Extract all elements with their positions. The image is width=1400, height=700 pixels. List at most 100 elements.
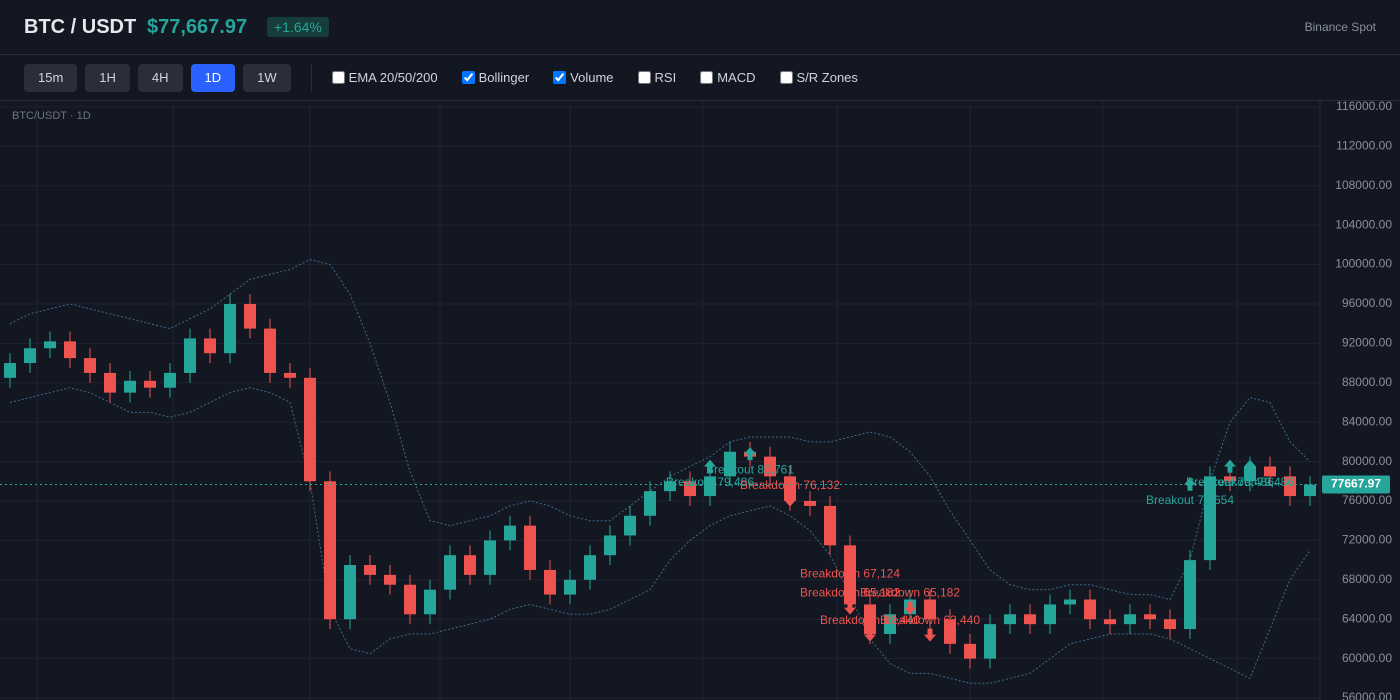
candle-body	[284, 372, 296, 378]
candle-body	[784, 476, 796, 501]
candle-body	[264, 328, 276, 373]
indicator-toggle[interactable]: Bollinger	[461, 70, 529, 85]
candle-body	[484, 540, 496, 575]
candle-body	[664, 481, 676, 492]
checkbox[interactable]	[553, 71, 567, 84]
candle-body	[704, 476, 716, 497]
signal-label: Breakdown 65,182	[800, 586, 900, 600]
candle-body	[404, 584, 416, 615]
candle-body	[1204, 476, 1216, 561]
candle-body	[584, 555, 596, 580]
candle-body	[1144, 614, 1156, 620]
candle-body	[884, 614, 896, 634]
indicator-toggle[interactable]: RSI	[637, 70, 676, 85]
candle-body	[84, 358, 96, 373]
interval-button[interactable]: 1H	[85, 63, 130, 92]
candle-body	[564, 579, 576, 595]
candle-body	[824, 505, 836, 546]
interval-button[interactable]: 1D	[190, 63, 236, 92]
signal-arrow	[1224, 459, 1236, 473]
candle-body	[184, 338, 196, 373]
candle-body	[64, 341, 76, 359]
candle-body	[364, 565, 376, 575]
checkbox[interactable]	[700, 71, 714, 84]
signal-label: Breakout 79,486	[1206, 475, 1294, 489]
y-tick-label: 72000.00	[1342, 533, 1392, 547]
checkbox[interactable]	[637, 71, 651, 84]
candle-body	[224, 303, 236, 354]
candle-body	[304, 377, 316, 482]
indicator-label: MACD	[717, 70, 756, 85]
last-price-label: 77667.97	[1331, 477, 1381, 491]
y-tick-label: 112000.00	[1336, 138, 1392, 152]
candle-body	[464, 555, 476, 575]
candle-body	[624, 515, 636, 536]
interval-button[interactable]: 15m	[24, 63, 78, 92]
toolbar: 15m 1H 4H 1D 1W EMA 20/50/200 Bollinger Volume R…	[0, 55, 1400, 101]
indicator-toggle[interactable]: MACD	[700, 70, 756, 85]
candle-body	[684, 481, 696, 497]
y-tick-label: 56000.00	[1342, 690, 1392, 700]
exchange: Binance Spot	[1304, 20, 1376, 34]
checkbox[interactable]	[779, 71, 793, 84]
candle-body	[44, 341, 56, 349]
indicator-toggle[interactable]: S/R Zones	[779, 70, 858, 85]
signal-label: Breakdown 62,440	[880, 613, 980, 627]
candle-body	[1164, 619, 1176, 630]
candle-body	[1264, 466, 1276, 477]
candle-body	[964, 643, 976, 659]
y-tick-label: 92000.00	[1342, 336, 1392, 350]
candle-body	[1224, 476, 1236, 482]
signal-arrow	[784, 493, 796, 507]
y-tick-label: 100000.00	[1335, 257, 1392, 271]
candle-body	[124, 380, 136, 393]
signal-arrow	[864, 628, 876, 642]
y-tick-label: 104000.00	[1335, 217, 1392, 231]
candle-body	[524, 525, 536, 570]
checkbox[interactable]	[461, 71, 475, 84]
y-tick-label: 108000.00	[1335, 178, 1392, 192]
y-tick-label: 116000.00	[1336, 101, 1392, 113]
candle-body	[644, 491, 656, 516]
checkbox[interactable]	[331, 71, 345, 84]
signal-arrow	[1244, 459, 1256, 473]
y-tick-label: 80000.00	[1342, 454, 1392, 468]
signal-label: Breakdown 65,182	[860, 586, 960, 600]
vertical-grid	[36, 101, 1238, 700]
symbol: BTC / USDT	[24, 16, 137, 38]
signal-arrow	[704, 459, 716, 473]
signal-label: Breakout 79,486	[1186, 475, 1274, 489]
candle-body	[104, 372, 116, 393]
candle-body	[864, 604, 876, 634]
signal-arrow	[904, 601, 916, 615]
candle-body	[384, 574, 396, 585]
interval-button[interactable]: 4H	[137, 63, 183, 92]
candle-body	[1084, 599, 1096, 620]
chart: BTC/USDT · 1D 56000.00 60000.00 64000.00 68…	[0, 101, 1392, 700]
y-tick-label: 84000.00	[1342, 414, 1392, 428]
candle-body	[804, 500, 816, 506]
y-tick-label: 96000.00	[1342, 296, 1392, 310]
candle-body	[1284, 476, 1296, 497]
candle-body	[504, 525, 516, 541]
bollinger-band	[9, 387, 1311, 684]
y-tick-label: 88000.00	[1342, 375, 1392, 389]
signal-label: Breakdown 67,124	[800, 567, 900, 581]
indicator-toggle[interactable]: Volume	[553, 70, 614, 85]
candle-body	[764, 456, 776, 477]
signal-arrow	[844, 582, 856, 596]
candle-body	[1124, 614, 1136, 625]
y-tick-label: 64000.00	[1342, 611, 1392, 625]
candle-body	[924, 599, 936, 620]
signal-label: Breakout 79,486	[666, 475, 754, 489]
candle-body	[1104, 619, 1116, 625]
separator	[310, 63, 312, 92]
candle-body	[24, 348, 36, 364]
candle-body	[344, 565, 356, 620]
header: BTC / USDT $77,667.97 +1.64% Binance Spo…	[0, 0, 1400, 55]
indicator-toggle[interactable]: EMA 20/50/200	[331, 70, 438, 85]
candle-body	[984, 624, 996, 659]
interval-button[interactable]: 1W	[243, 63, 291, 92]
candle-body	[444, 555, 456, 590]
